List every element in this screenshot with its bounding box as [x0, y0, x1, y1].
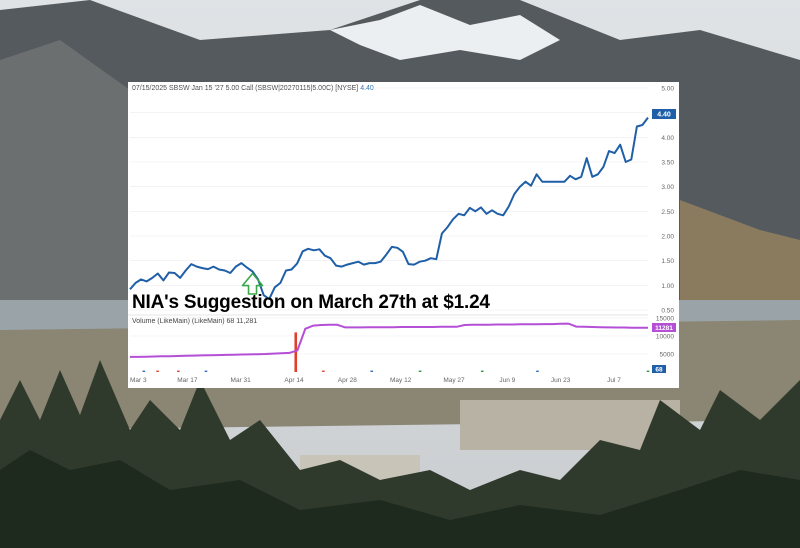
price-y-tick: 4.00 [661, 135, 674, 142]
x-tick-label: Apr 14 [284, 377, 304, 384]
x-tick-label: May 27 [443, 377, 465, 384]
suggestion-annotation: NIA's Suggestion on March 27th at $1.24 [132, 292, 490, 313]
volume-bar [646, 370, 650, 372]
volume-bar [418, 370, 422, 372]
likemain-line [130, 322, 648, 358]
price-y-tick-labels: 0.501.001.502.002.503.003.504.004.505.00 [661, 86, 674, 315]
x-tick-label: Mar 17 [177, 377, 198, 384]
price-y-tick: 2.50 [661, 209, 674, 216]
volume-bar [177, 370, 180, 372]
price-y-tick: 5.00 [661, 86, 674, 93]
volume-bar [480, 370, 484, 372]
volume-last-label: 68 [655, 367, 663, 374]
likemain-last-box [652, 323, 676, 332]
volume-header: Volume (LikeMain) (LikeMain) 68 11,281 [132, 318, 257, 325]
volume-y-tick-labels: 5000 10000 15000 [656, 316, 674, 359]
x-tick-label: Mar 31 [231, 377, 252, 384]
last-price-box [652, 109, 676, 119]
chart-panel: 07/15/2025 SBSW Jan 15 '27 5.00 Call (SB… [128, 82, 679, 388]
x-tick-label: Apr 28 [338, 377, 358, 384]
volume-last-box [652, 365, 666, 373]
price-y-tick: 1.50 [661, 258, 674, 265]
volume-y-tick: 15000 [656, 316, 674, 323]
likemain-last-label: 11281 [655, 325, 673, 332]
price-y-tick: 3.50 [661, 160, 674, 167]
x-tick-label: Jun 9 [499, 377, 515, 384]
volume-y-tick: 5000 [660, 352, 675, 359]
volume-bar [322, 370, 325, 372]
volume-y-tick: 10000 [656, 334, 674, 341]
x-tick-label: May 12 [390, 377, 412, 384]
price-line [129, 116, 649, 301]
stock-chart: 07/15/2025 SBSW Jan 15 '27 5.00 Call (SB… [128, 85, 676, 384]
price-y-tick: 2.00 [661, 234, 674, 241]
x-axis-tick-labels: Mar 3 Mar 17 Mar 31 Apr 14 Apr 28 May 12 May 2… [130, 377, 621, 384]
volume-bar [536, 370, 539, 372]
volume-gridlines [130, 317, 648, 355]
price-y-tick: 1.00 [661, 283, 674, 290]
volume-bar [156, 370, 159, 372]
volume-bars [142, 332, 650, 372]
x-tick-label: Mar 3 [130, 377, 147, 384]
last-price-label: 4.40 [657, 112, 671, 119]
volume-bar [142, 370, 146, 372]
price-gridlines [130, 87, 648, 311]
price-y-tick: 3.00 [661, 184, 674, 191]
suggestion-arrow-icon [241, 272, 264, 295]
volume-bar [370, 370, 374, 372]
volume-bar [294, 332, 298, 372]
arrow-shape [241, 272, 264, 295]
volume-bar [204, 370, 208, 372]
chart-header-title: 07/15/2025 SBSW Jan 15 '27 5.00 Call (SB… [132, 85, 374, 92]
header-last-value: 4.40 [360, 85, 374, 92]
x-tick-label: Jun 23 [551, 377, 571, 384]
price-y-tick: 0.50 [661, 308, 674, 315]
x-tick-label: Jul 7 [607, 377, 621, 384]
